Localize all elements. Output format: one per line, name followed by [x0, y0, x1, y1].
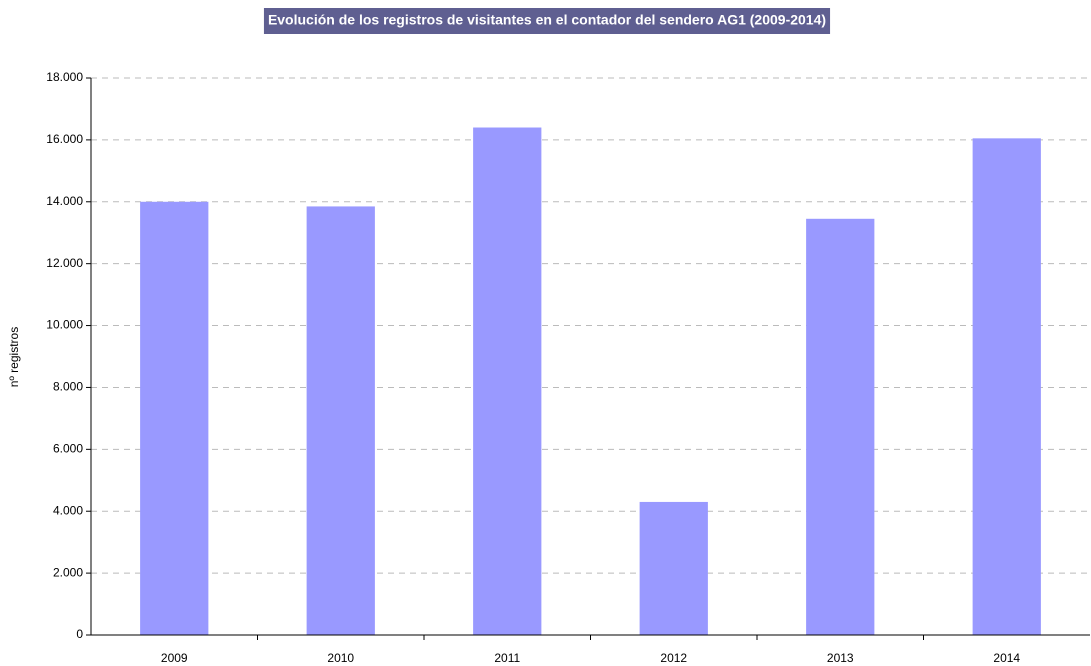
x-tick-label: 2013: [827, 651, 854, 665]
chart-title: Evolución de los registros de visitantes…: [268, 12, 826, 28]
y-tick-label: 10.000: [46, 318, 83, 332]
x-tick-label: 2010: [327, 651, 354, 665]
x-tick-label: 2009: [161, 651, 188, 665]
bar: [972, 138, 1041, 635]
y-tick-label: 14.000: [46, 194, 83, 208]
bar: [140, 201, 209, 635]
title-background: [263, 8, 831, 34]
x-tick-label: 2011: [494, 651, 520, 665]
y-tick-label: 0: [76, 627, 83, 641]
bar: [473, 127, 542, 635]
bar: [306, 206, 375, 636]
y-tick-label: 18.000: [46, 70, 83, 84]
bar: [806, 218, 875, 635]
y-tick-label: 16.000: [46, 132, 83, 146]
bar: [639, 501, 708, 635]
x-tick-label: 2012: [660, 651, 687, 665]
y-tick-label: 8.000: [53, 380, 83, 394]
y-tick-label: 2.000: [53, 565, 83, 579]
y-tick-label: 6.000: [53, 442, 83, 456]
x-tick-label: 2014: [993, 651, 1020, 665]
y-tick-label: 12.000: [46, 256, 83, 270]
y-tick-label: 4.000: [53, 503, 83, 517]
y-axis-label: nº registros: [7, 327, 21, 387]
